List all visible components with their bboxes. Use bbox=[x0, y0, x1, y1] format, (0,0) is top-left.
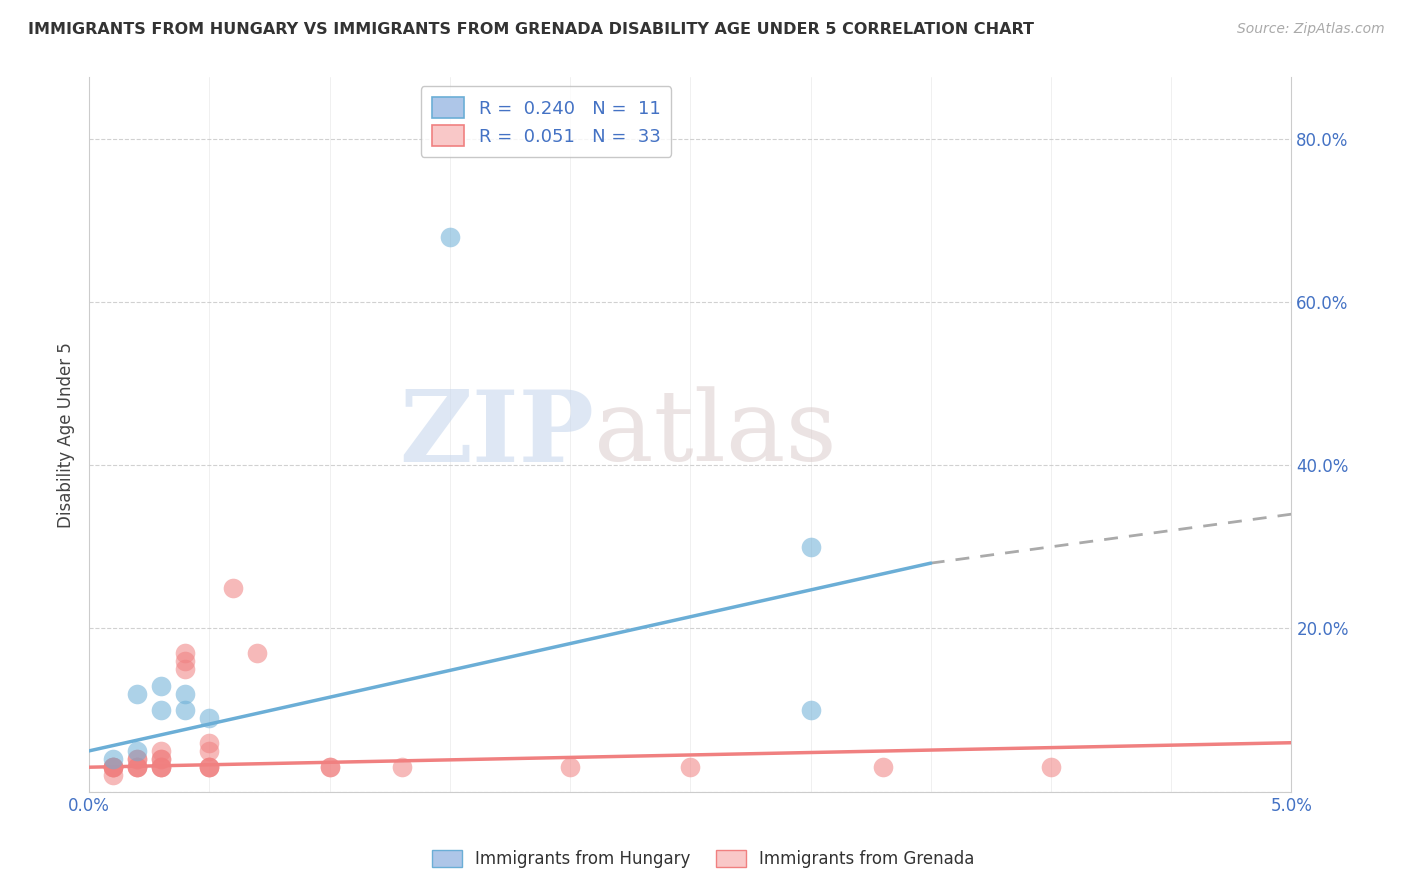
Point bbox=[101, 760, 124, 774]
Point bbox=[198, 711, 221, 725]
Point bbox=[318, 760, 340, 774]
Point bbox=[150, 752, 173, 766]
Text: ZIP: ZIP bbox=[399, 386, 595, 483]
Point bbox=[439, 229, 461, 244]
Point bbox=[150, 760, 173, 774]
Point bbox=[150, 744, 173, 758]
Point bbox=[222, 581, 245, 595]
Text: atlas: atlas bbox=[595, 386, 837, 483]
Point bbox=[101, 768, 124, 782]
Point bbox=[198, 760, 221, 774]
Point bbox=[150, 752, 173, 766]
Point bbox=[150, 760, 173, 774]
Text: Source: ZipAtlas.com: Source: ZipAtlas.com bbox=[1237, 22, 1385, 37]
Point bbox=[127, 760, 149, 774]
Point bbox=[101, 760, 124, 774]
Point bbox=[150, 679, 173, 693]
Point bbox=[318, 760, 340, 774]
Point bbox=[127, 760, 149, 774]
Point bbox=[1039, 760, 1062, 774]
Point bbox=[391, 760, 413, 774]
Point bbox=[174, 654, 197, 668]
Point bbox=[198, 744, 221, 758]
Point bbox=[127, 752, 149, 766]
Legend: Immigrants from Hungary, Immigrants from Grenada: Immigrants from Hungary, Immigrants from… bbox=[425, 843, 981, 875]
Point bbox=[101, 752, 124, 766]
Point bbox=[799, 703, 821, 717]
Point bbox=[558, 760, 581, 774]
Point bbox=[150, 760, 173, 774]
Point bbox=[174, 703, 197, 717]
Point bbox=[127, 760, 149, 774]
Point bbox=[101, 760, 124, 774]
Point bbox=[679, 760, 702, 774]
Point bbox=[198, 736, 221, 750]
Point bbox=[246, 646, 269, 660]
Text: IMMIGRANTS FROM HUNGARY VS IMMIGRANTS FROM GRENADA DISABILITY AGE UNDER 5 CORREL: IMMIGRANTS FROM HUNGARY VS IMMIGRANTS FR… bbox=[28, 22, 1035, 37]
Y-axis label: Disability Age Under 5: Disability Age Under 5 bbox=[58, 342, 75, 527]
Point bbox=[127, 687, 149, 701]
Point bbox=[101, 760, 124, 774]
Point bbox=[198, 760, 221, 774]
Legend: R =  0.240   N =  11, R =  0.051   N =  33: R = 0.240 N = 11, R = 0.051 N = 33 bbox=[420, 87, 671, 157]
Point bbox=[174, 646, 197, 660]
Point bbox=[127, 752, 149, 766]
Point bbox=[174, 687, 197, 701]
Point bbox=[872, 760, 894, 774]
Point bbox=[150, 703, 173, 717]
Point bbox=[127, 744, 149, 758]
Point bbox=[174, 662, 197, 676]
Point bbox=[799, 540, 821, 554]
Point bbox=[198, 760, 221, 774]
